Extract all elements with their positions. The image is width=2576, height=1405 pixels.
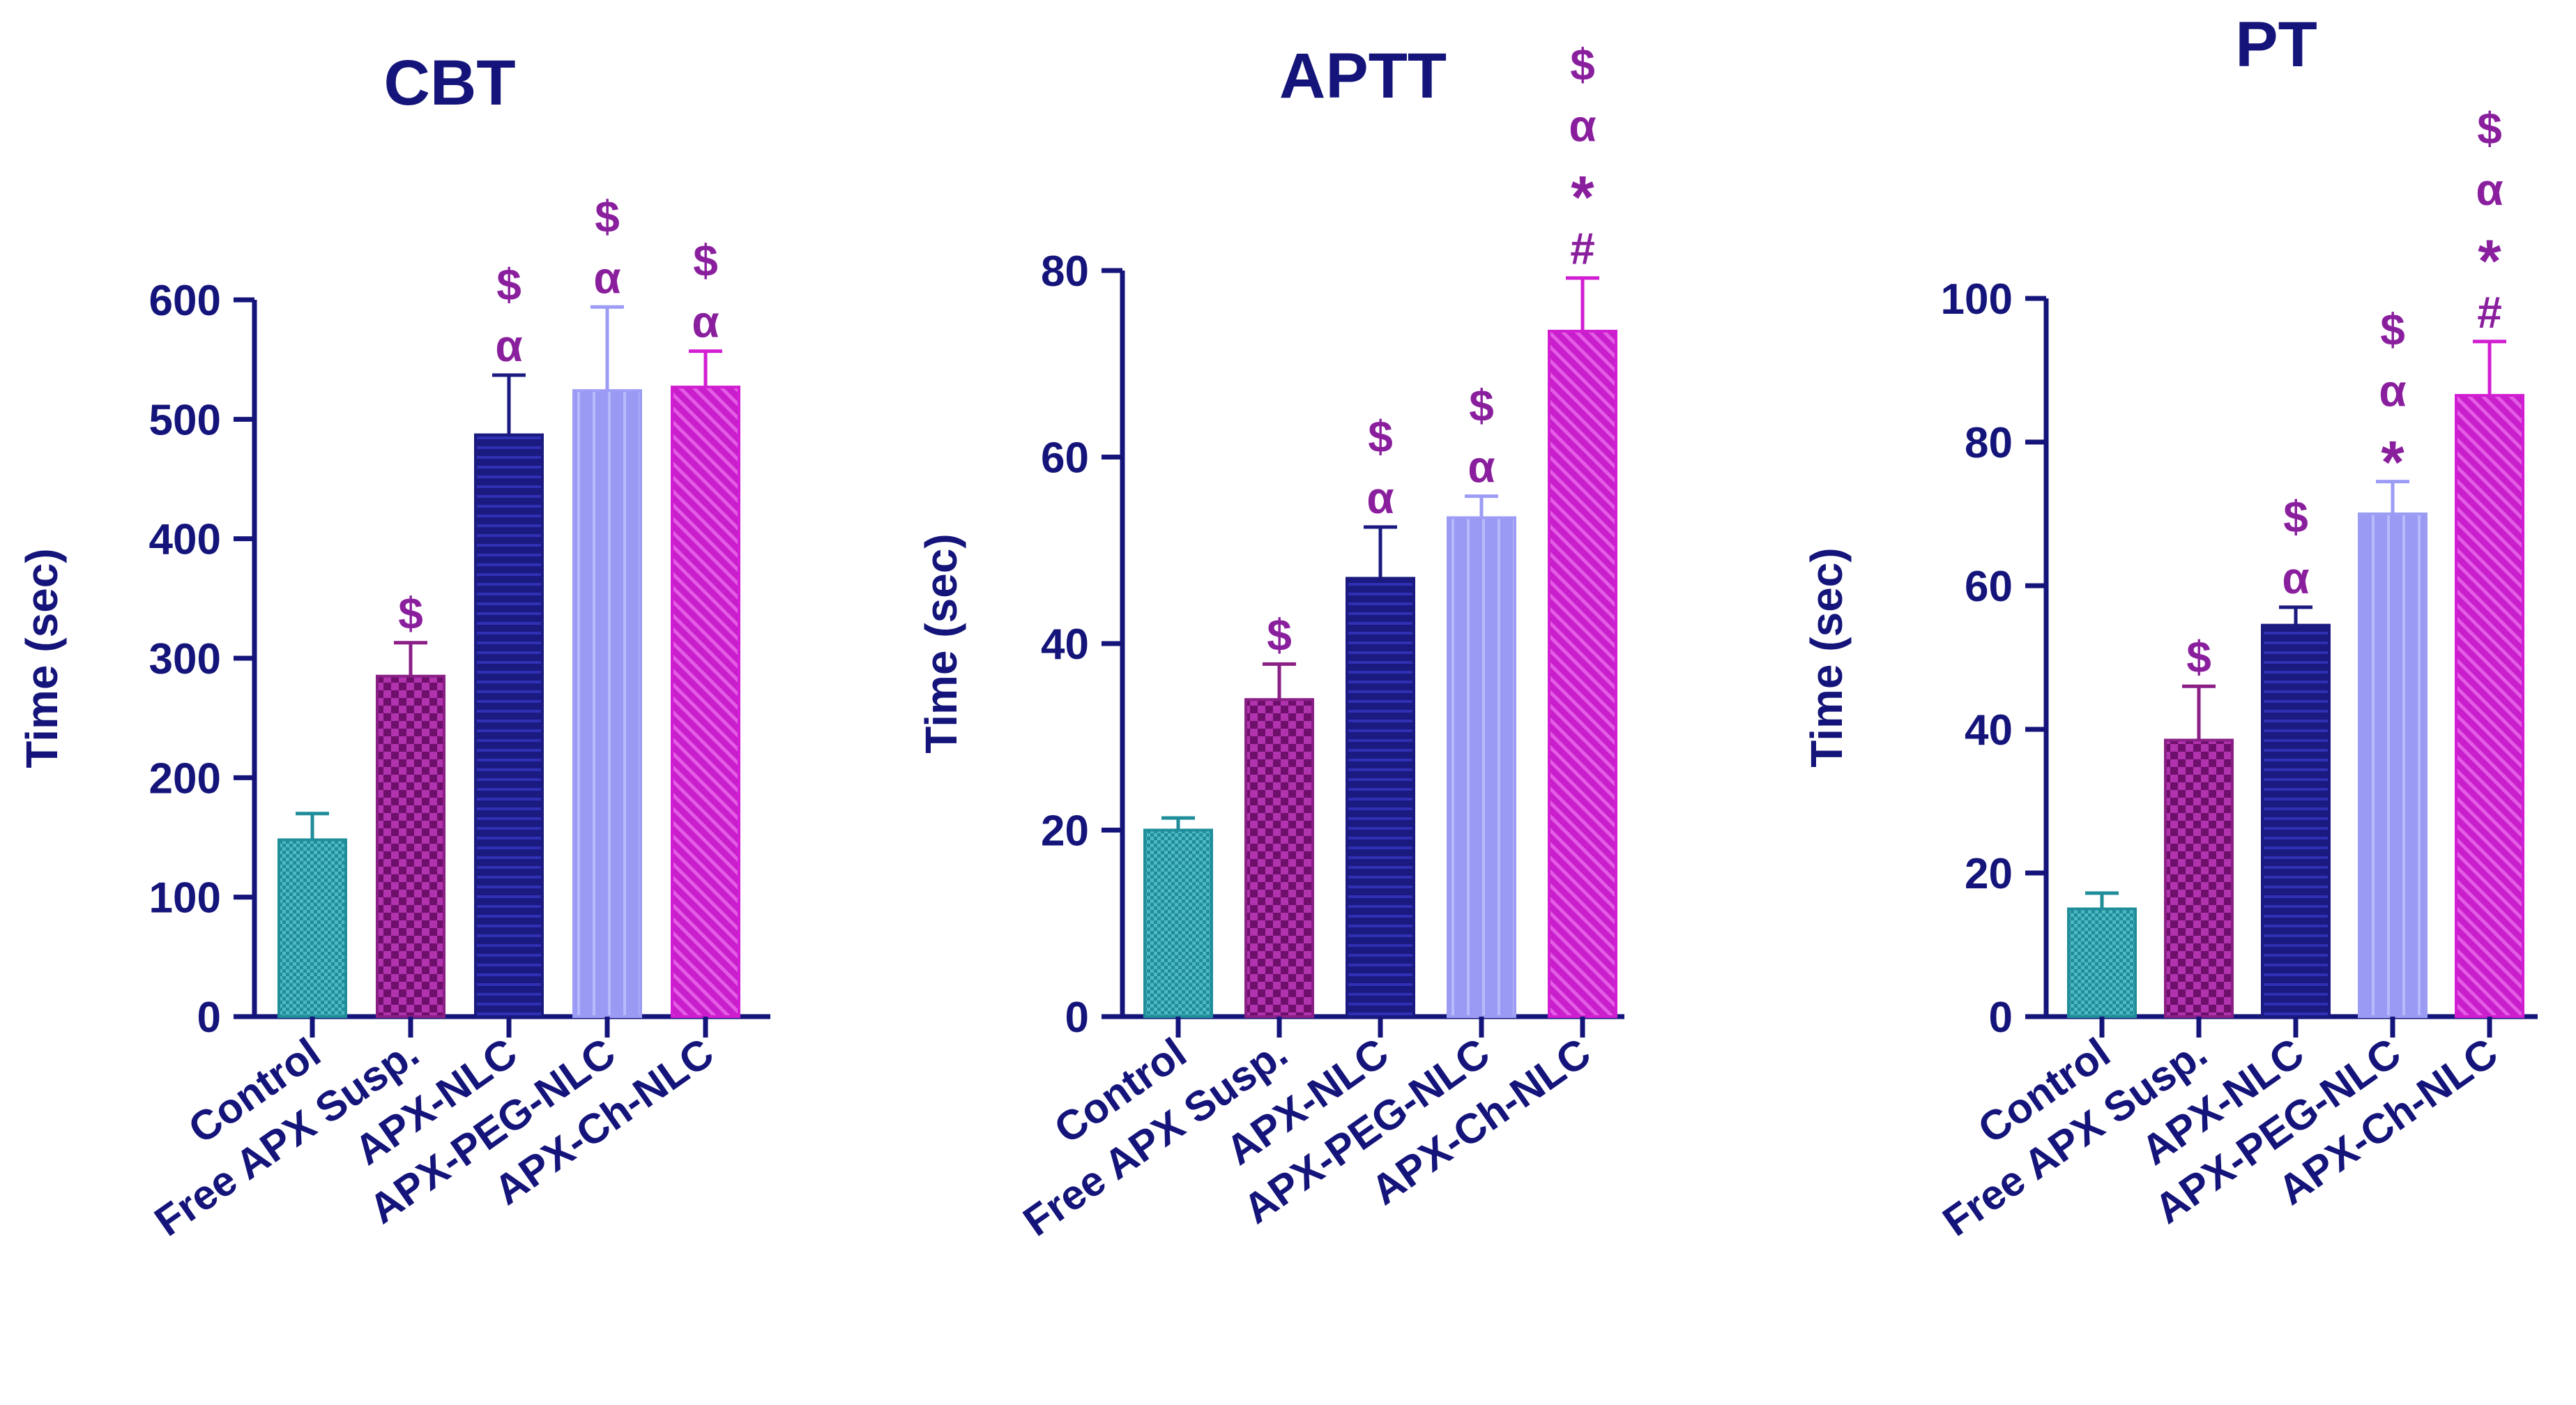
y-tick-label: 0 bbox=[197, 994, 221, 1042]
bar-apx-ch-nlc bbox=[671, 386, 740, 1018]
y-tick-label: 100 bbox=[1941, 275, 2013, 324]
significance-marker: α bbox=[692, 297, 719, 347]
significance-marker: $ bbox=[2186, 632, 2211, 682]
bar-apx-nlc bbox=[474, 433, 544, 1018]
y-tick-label: 400 bbox=[149, 516, 221, 564]
y-axis-label: Time (sec) bbox=[916, 533, 966, 753]
significance-marker: α bbox=[2476, 165, 2503, 215]
y-tick-label: 600 bbox=[149, 277, 221, 325]
bar-free-apx-susp- bbox=[2164, 738, 2234, 1018]
bar-free-apx-susp- bbox=[376, 674, 445, 1018]
significance-marker: $ bbox=[1267, 609, 1292, 660]
y-tick-label: 80 bbox=[1041, 248, 1089, 296]
significance-marker: α bbox=[1366, 473, 1394, 523]
significance-marker: $ bbox=[1368, 411, 1393, 462]
y-axis-label: Time (sec) bbox=[17, 548, 67, 768]
chart-title: CBT bbox=[383, 47, 515, 119]
significance-marker: * bbox=[1571, 165, 1594, 231]
significance-marker: $ bbox=[496, 259, 521, 310]
chart-title: PT bbox=[2235, 9, 2317, 80]
significance-marker: # bbox=[1570, 224, 1595, 274]
bar-apx-nlc bbox=[1346, 577, 1415, 1018]
significance-marker: $ bbox=[2283, 492, 2308, 542]
y-tick-label: 60 bbox=[1041, 434, 1089, 483]
y-tick-label: 0 bbox=[1989, 994, 2013, 1042]
significance-marker: α bbox=[2282, 553, 2309, 603]
significance-marker: * bbox=[2381, 430, 2404, 496]
bar-apx-ch-nlc bbox=[2455, 394, 2524, 1018]
bar-apx-ch-nlc bbox=[1548, 329, 1617, 1018]
bar-apx-peg-nlc bbox=[572, 389, 642, 1018]
significance-marker: $ bbox=[398, 588, 423, 639]
y-tick-label: 80 bbox=[1965, 419, 2013, 467]
significance-marker: * bbox=[2478, 228, 2501, 295]
significance-marker: $ bbox=[1469, 381, 1494, 431]
y-axis-label: Time (sec) bbox=[1801, 547, 1852, 767]
significance-marker: α bbox=[593, 252, 620, 303]
y-tick-label: 40 bbox=[1965, 706, 2013, 754]
significance-marker: α bbox=[1569, 101, 1596, 151]
chart-title: APTT bbox=[1279, 40, 1447, 112]
y-tick-label: 300 bbox=[149, 635, 221, 683]
bar-apx-nlc bbox=[2261, 623, 2331, 1018]
bar-free-apx-susp- bbox=[1244, 698, 1314, 1018]
bar-apx-peg-nlc bbox=[2358, 512, 2428, 1018]
significance-marker: $ bbox=[693, 236, 718, 286]
y-tick-label: 20 bbox=[1965, 850, 2013, 898]
significance-marker: $ bbox=[2380, 305, 2405, 355]
y-tick-label: 40 bbox=[1041, 621, 1089, 669]
significance-marker: $ bbox=[1570, 40, 1595, 90]
bar-control bbox=[2067, 907, 2137, 1018]
y-tick-label: 0 bbox=[1065, 994, 1089, 1042]
significance-marker: α bbox=[1468, 442, 1495, 492]
y-tick-label: 100 bbox=[149, 874, 221, 922]
significance-marker: α bbox=[2379, 366, 2406, 416]
bar-control bbox=[277, 838, 347, 1018]
significance-marker: $ bbox=[595, 191, 620, 241]
significance-marker: # bbox=[2477, 287, 2502, 337]
y-tick-label: 500 bbox=[149, 396, 221, 444]
y-tick-label: 200 bbox=[149, 754, 221, 803]
y-tick-label: 20 bbox=[1041, 807, 1089, 856]
significance-marker: $ bbox=[2477, 103, 2502, 153]
bar-control bbox=[1143, 828, 1213, 1018]
bar-apx-peg-nlc bbox=[1447, 516, 1516, 1018]
y-tick-label: 60 bbox=[1965, 563, 2013, 611]
significance-marker: α bbox=[495, 321, 522, 371]
